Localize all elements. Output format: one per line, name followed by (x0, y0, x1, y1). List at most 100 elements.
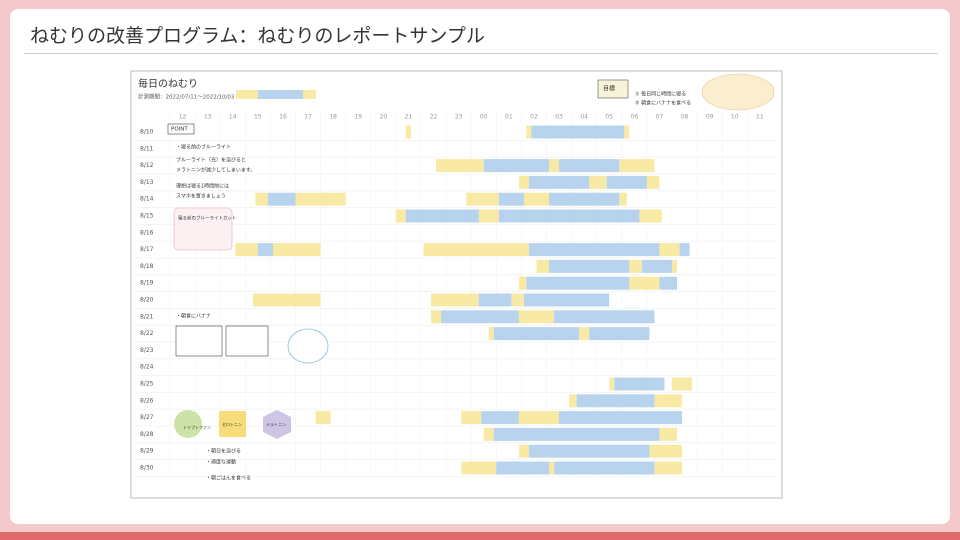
sleep-bar (589, 327, 650, 341)
sleep-bar (526, 276, 630, 290)
light-sleep-bar (518, 276, 527, 290)
row-date: 8/21 (140, 313, 154, 320)
goal-item: ② 朝食にバナナを食べる (635, 100, 691, 107)
light-sleep-bar (526, 125, 532, 139)
light-sleep-bar (466, 192, 499, 206)
light-sleep-bar (488, 327, 494, 341)
note-box (175, 325, 223, 357)
sleep-bar (549, 192, 620, 206)
goal-flag (597, 79, 629, 99)
hour-label: 18 (329, 114, 337, 121)
light-sleep-bar (536, 259, 550, 273)
note-card (173, 207, 233, 251)
row-date: 8/22 (140, 330, 154, 337)
sleep-bar (478, 293, 512, 307)
row-date: 8/14 (140, 196, 154, 203)
light-sleep-bar (436, 159, 484, 173)
light-sleep-bar (629, 259, 642, 273)
light-sleep-bar (654, 461, 683, 475)
hour-label: 09 (706, 114, 714, 121)
note: スマホを置きましょう (176, 193, 226, 200)
row-date: 8/28 (140, 431, 154, 438)
hour-label: 17 (304, 114, 312, 121)
hour-label: 02 (530, 114, 538, 121)
hour-label: 12 (179, 114, 187, 121)
sleep-bar (481, 411, 519, 425)
hour-label: 03 (555, 114, 563, 121)
sleep-bar (493, 427, 660, 441)
sleep-bar (496, 461, 550, 475)
row-date: 8/16 (140, 229, 154, 236)
light-sleep-bar (629, 276, 660, 290)
light-sleep-bar (624, 125, 630, 139)
light-sleep-bar (461, 461, 497, 475)
light-sleep-bar (423, 243, 529, 257)
light-sleep-bar (609, 377, 615, 391)
sleep-bar (549, 259, 630, 273)
sleep-bar (606, 175, 647, 189)
hour-label: 21 (405, 114, 413, 121)
sleep-bar (576, 394, 655, 408)
hour-label: 08 (681, 114, 689, 121)
sleep-bar (528, 175, 590, 189)
goal-item: ① 毎日同じ時間に寝る (635, 91, 686, 98)
flow-circle (174, 410, 202, 438)
note-box (225, 325, 269, 357)
sleep-bar (257, 243, 273, 257)
hour-label: 13 (204, 114, 212, 121)
hour-label: 07 (656, 114, 664, 121)
row-date: 8/11 (140, 145, 154, 152)
row-date: 8/24 (140, 364, 154, 371)
row-date: 8/15 (140, 213, 154, 220)
hour-label: 10 (731, 114, 739, 121)
note: ・朝ごはんを食べる (206, 475, 251, 482)
row-date: 8/17 (140, 246, 154, 253)
light-sleep-bar (589, 175, 607, 189)
hour-label: 19 (354, 114, 362, 121)
light-sleep-bar (523, 192, 550, 206)
light-sleep-bar (518, 444, 529, 458)
row-date: 8/20 (140, 297, 154, 304)
light-sleep-bar (315, 411, 331, 425)
note: 理想は寝る1時間前には (176, 183, 229, 190)
row-date: 8/19 (140, 280, 154, 287)
light-sleep-bar (649, 444, 683, 458)
light-sleep-bar (579, 327, 590, 341)
light-sleep-bar (395, 209, 406, 223)
light-sleep-bar (619, 159, 655, 173)
light-sleep-bar (431, 310, 442, 324)
row-date: 8/13 (140, 179, 154, 186)
light-sleep-bar (518, 175, 529, 189)
mini-timeline (258, 90, 303, 99)
note: ブルーライト（光）を浴びると (176, 157, 246, 164)
flow-hexagon (263, 410, 291, 439)
note: ・朝日を浴びる (206, 448, 241, 455)
note: 寝る前のブルーライトカット (178, 215, 237, 222)
hour-label: 22 (430, 114, 438, 121)
sleep-bar (659, 276, 678, 290)
report-title: 毎日のねむり (138, 77, 198, 90)
light-sleep-bar (255, 192, 268, 206)
sleep-bar (267, 192, 296, 206)
light-sleep-bar (549, 461, 555, 475)
hour-label: 14 (229, 114, 237, 121)
row-date: 8/23 (140, 347, 154, 354)
row-date: 8/26 (140, 397, 154, 404)
row-date: 8/12 (140, 162, 154, 169)
sleep-bar (554, 461, 655, 475)
sleep-bar (554, 310, 655, 324)
goal-label: 目標 (603, 85, 615, 93)
hour-label: 15 (254, 114, 262, 121)
sleep-bar (498, 192, 524, 206)
light-sleep-bar (569, 394, 577, 408)
note: ・寝る前のブルーライト (176, 144, 231, 151)
note: トリプトファン (183, 424, 211, 430)
light-sleep-bar (518, 310, 555, 324)
sleep-bar (493, 327, 580, 341)
sleep-bar (614, 377, 665, 391)
light-sleep-bar (659, 427, 678, 441)
light-sleep-bar (461, 411, 482, 425)
light-sleep-bar (511, 293, 524, 307)
light-sleep-bar (518, 411, 560, 425)
